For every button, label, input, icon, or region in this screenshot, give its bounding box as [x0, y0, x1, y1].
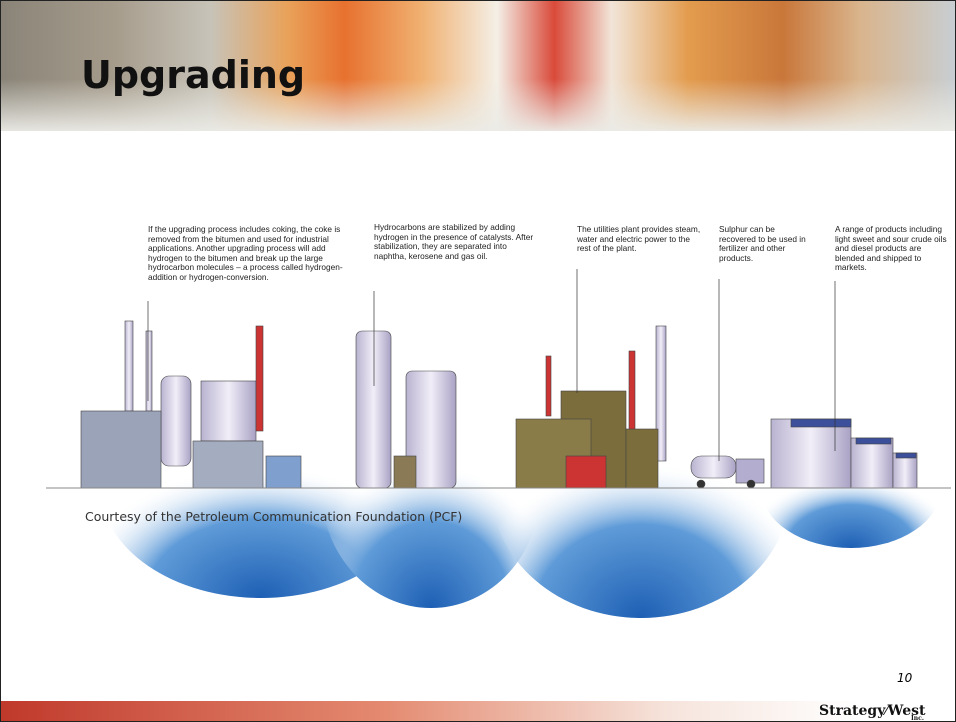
page-number: 10 — [897, 671, 913, 685]
logo: Strategy⁄West Inc. — [819, 703, 926, 722]
illustration — [46, 269, 951, 618]
annotation: The utilities plant provides steam, wate… — [577, 224, 701, 254]
logo-suffix: Inc. — [911, 715, 924, 722]
logo-text: West — [887, 703, 926, 719]
annotation: A range of products including light swee… — [835, 224, 947, 273]
logo-text: Strategy — [819, 703, 886, 719]
annotation: If the upgrading process includes coking… — [148, 224, 343, 282]
annotation: Sulphur can be recovered to be used in f… — [719, 224, 806, 263]
footer-bar — [1, 701, 955, 721]
annotation: Hydrocarbons are stabilized by adding hy… — [374, 222, 534, 261]
header-banner — [1, 1, 955, 131]
caption: Courtesy of the Petroleum Communication … — [85, 509, 463, 524]
title: Upgrading — [81, 53, 306, 97]
logo-icon: ⁄ — [885, 703, 888, 719]
